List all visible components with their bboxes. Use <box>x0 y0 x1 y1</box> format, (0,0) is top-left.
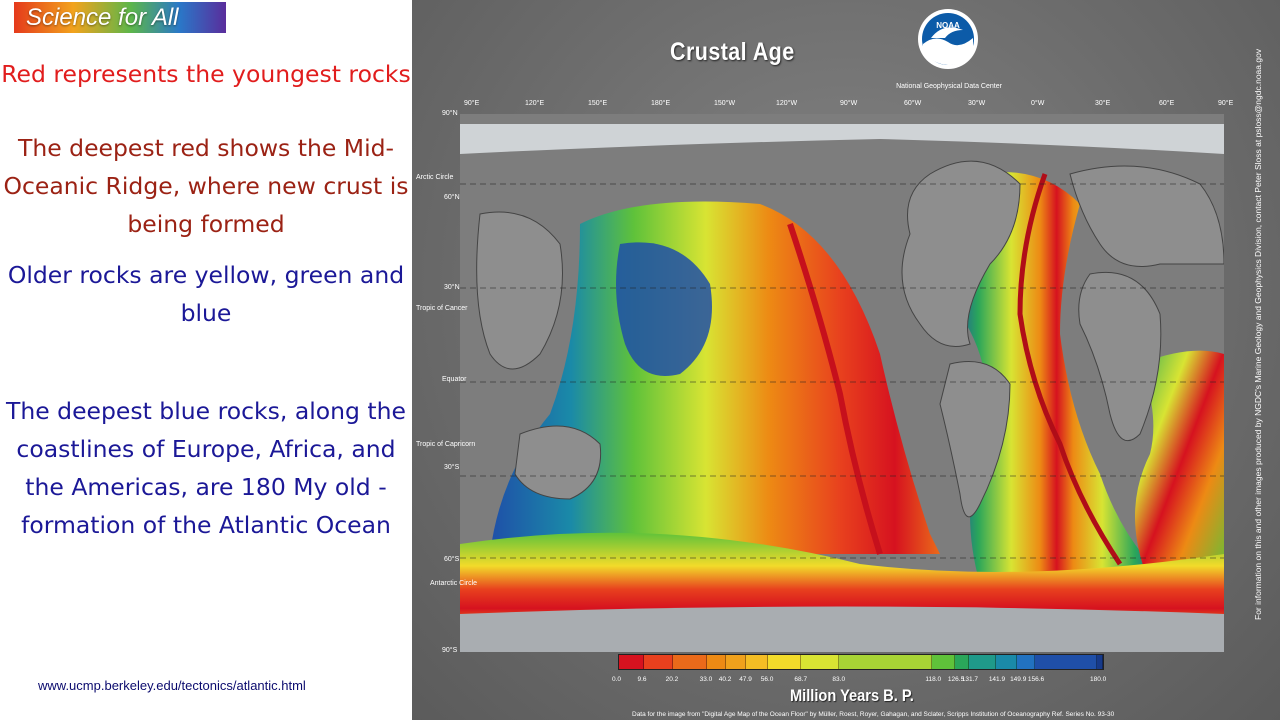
noaa-logo-icon: NOAA <box>918 9 978 69</box>
legend-swatch <box>619 655 645 669</box>
legend-swatch <box>801 655 840 669</box>
nw-pacific-old-crust <box>616 242 712 376</box>
legend-swatch <box>968 655 996 669</box>
deepest-blue-text: The deepest blue rocks, along the coastl… <box>6 397 406 539</box>
eurasia-land <box>1069 165 1224 267</box>
lon-label: 180°E <box>651 100 671 107</box>
lon-label: 30°W <box>968 100 986 107</box>
legend-tick-label: 9.6 <box>637 676 647 683</box>
legend-tick-label: 56.0 <box>760 676 774 683</box>
lon-label: 150°E <box>588 100 608 107</box>
noaa-logo-text: NOAA <box>936 21 960 30</box>
legend-swatch <box>932 655 955 669</box>
side-credit: For information on this and other images… <box>1242 48 1278 620</box>
age-legend-colorbar <box>618 654 1104 670</box>
legend-tick-label: 68.7 <box>794 676 808 683</box>
legend-tick-label: 126.5 <box>947 676 965 683</box>
legend-tick-label: 141.9 <box>988 676 1006 683</box>
asia-land <box>476 211 563 370</box>
legend-swatch <box>706 655 726 669</box>
legend-tick-label: 149.9 <box>1010 676 1027 683</box>
legend-tick-label: 20.2 <box>665 676 679 683</box>
map-svg <box>460 114 1224 652</box>
lat-label: 60°N <box>444 194 460 201</box>
north-america-land <box>901 160 1021 347</box>
ref-line-label: Tropic of Capricorn <box>416 441 476 448</box>
legend-tick-label: 47.9 <box>739 676 752 683</box>
youngest-rocks-text: Red represents the youngest rocks <box>1 60 411 88</box>
lat-label: 90°S <box>442 647 458 654</box>
lon-label: 120°E <box>525 100 545 107</box>
antarctica-land <box>460 606 1224 652</box>
legend-tick-label: 156.6 <box>1027 676 1045 683</box>
poster-title: Crustal Age <box>670 38 795 66</box>
side-credit-text: For information on this and other images… <box>1253 48 1263 620</box>
legend-tick-label: 180.0 <box>1090 676 1107 683</box>
lat-label: 60°S <box>444 556 460 563</box>
ref-line-label: Antarctic Circle <box>430 580 478 587</box>
lon-label: 90°E <box>464 100 480 107</box>
legend-swatch <box>954 655 969 669</box>
legend-swatch <box>1016 655 1035 669</box>
lon-label: 30°E <box>1095 100 1111 107</box>
data-source-credit: Data for the image from "Digital Age Map… <box>632 711 1115 718</box>
graticule <box>460 183 1224 559</box>
legend-swatch <box>644 655 673 669</box>
older-rocks-text: Older rocks are yellow, green and blue <box>7 261 405 327</box>
indian-ocean-floor <box>1135 350 1224 584</box>
legend-tick-label: 0.0 <box>612 676 622 683</box>
legend-swatch <box>672 655 707 669</box>
legend-swatch <box>1034 655 1097 669</box>
atlantic-ocean-floor <box>953 172 1160 584</box>
world-crustal-age-map <box>460 114 1224 652</box>
south-america-land <box>939 361 1011 518</box>
arctic-ice <box>460 124 1224 154</box>
pacific-ocean-floor <box>490 201 940 554</box>
crustal-age-poster: Crustal Age NOAA National Geophysical Da… <box>412 0 1280 720</box>
ref-line-label: Equator <box>442 376 467 383</box>
africa-land <box>1078 271 1162 442</box>
legend-title: Million Years B. P. <box>790 686 914 705</box>
lon-label: 120°W <box>776 100 798 107</box>
lon-label: 60°W <box>904 100 922 107</box>
legend-swatch <box>767 655 802 669</box>
lon-label: 60°E <box>1159 100 1175 107</box>
mid-atlantic-ridge <box>1017 173 1123 566</box>
mid-ocean-ridge-text: The deepest red shows the Mid-Oceanic Ri… <box>3 134 409 238</box>
legend-tick-label: 40.2 <box>718 676 732 683</box>
science-for-all-logo: Science for All <box>14 2 226 33</box>
legend-tick-label: 131.7 <box>961 676 979 683</box>
lat-label: 90°N <box>442 110 458 117</box>
lon-label: 150°W <box>714 100 736 107</box>
lon-label: 90°E <box>1218 100 1234 107</box>
east-pacific-rise <box>787 223 883 555</box>
legend-swatch <box>746 655 768 669</box>
agency-subtitle: National Geophysical Data Center <box>896 83 1002 90</box>
lat-label: 30°S <box>444 464 460 471</box>
australia-land <box>514 425 602 500</box>
legend-swatch <box>995 655 1017 669</box>
ref-line-label: Arctic Circle <box>416 174 454 181</box>
legend-tick-label: 118.0 <box>925 676 942 683</box>
southern-ocean-floor <box>460 532 1224 628</box>
lat-label: 30°N <box>444 284 460 291</box>
lon-label: 90°W <box>840 100 858 107</box>
legend-swatch <box>725 655 747 669</box>
legend-tick-label: 33.0 <box>699 676 713 683</box>
ref-line-label: Tropic of Cancer <box>416 305 468 312</box>
legend-swatch <box>839 655 933 669</box>
source-url-link[interactable]: www.ucmp.berkeley.edu/tectonics/atlantic… <box>38 678 306 693</box>
legend-tick-label: 83.0 <box>832 676 846 683</box>
legend-swatch <box>1096 655 1103 669</box>
lon-label: 0°W <box>1031 100 1045 107</box>
